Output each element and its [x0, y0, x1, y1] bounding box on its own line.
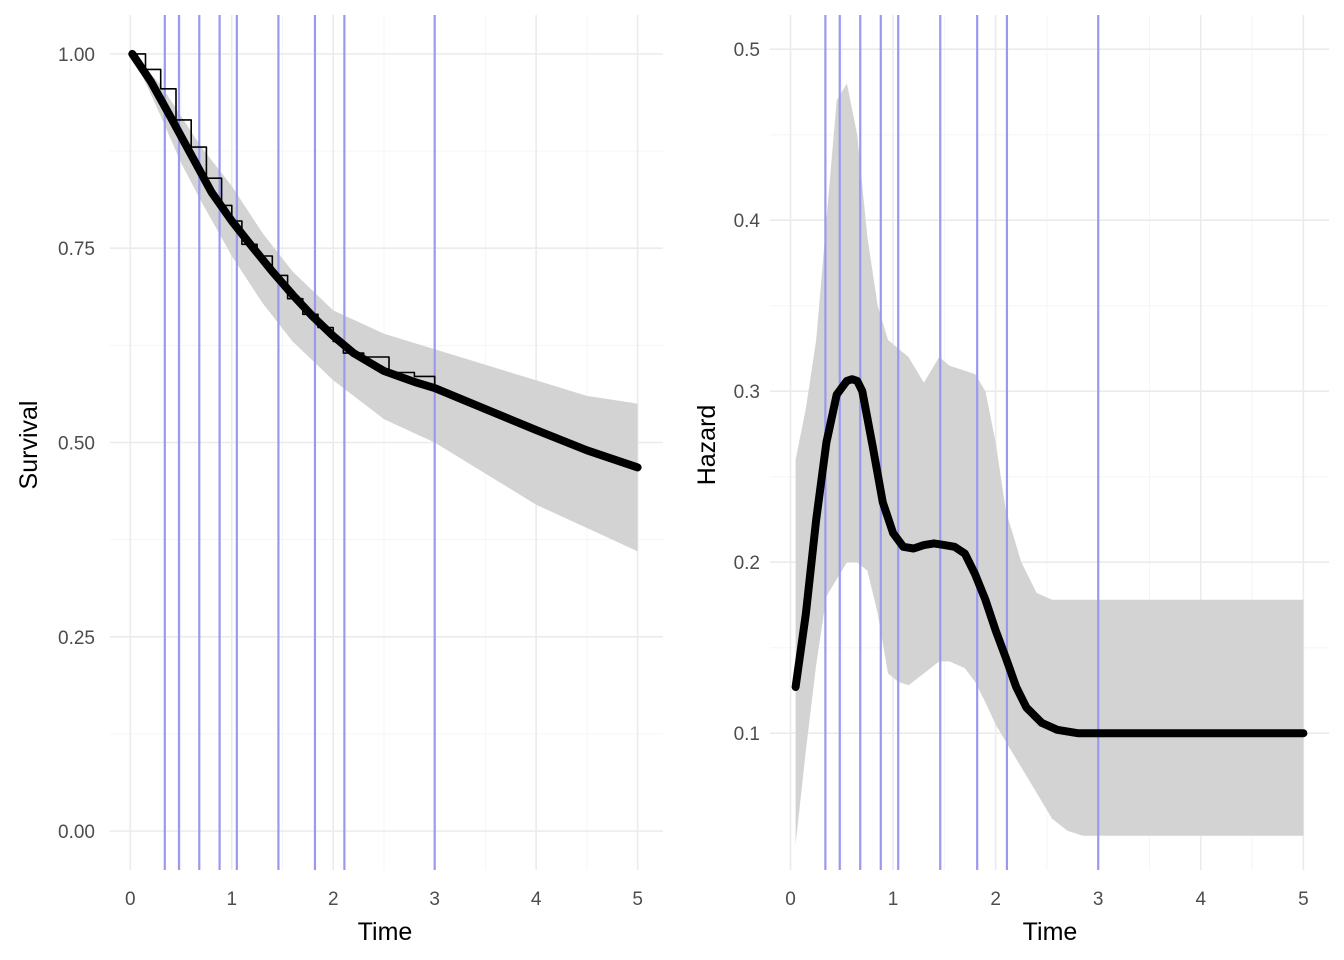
hazard-x-tick-label: 1	[888, 889, 899, 910]
survival-y-tick-label: 0.75	[58, 239, 95, 260]
hazard-confidence-band	[795, 83, 1304, 845]
survival-y-tick-label: 0.00	[58, 822, 95, 843]
survival-confidence-band	[132, 53, 638, 552]
hazard-y-tick-label: 0.5	[734, 40, 760, 61]
hazard-x-tick-label: 5	[1298, 889, 1309, 910]
survival-y-tick-label: 0.50	[58, 434, 95, 455]
survival-x-axis-label: Time	[358, 918, 413, 946]
hazard-y-tick-label: 0.4	[734, 211, 761, 232]
hazard-x-tick-label: 4	[1195, 889, 1206, 910]
hazard-y-tick-label: 0.1	[734, 724, 760, 745]
survival-y-axis-label: Survival	[15, 401, 43, 490]
survival-line-model-survival	[128, 49, 642, 472]
survival-x-tick-label: 2	[328, 889, 339, 910]
hazard-y-axis-label: Hazard	[693, 405, 721, 486]
hazard-x-tick-label: 0	[785, 889, 796, 910]
survival-x-tick-label: 3	[429, 889, 440, 910]
survival-y-tick-label: 1.00	[58, 45, 95, 66]
survival-x-tick-label: 1	[226, 889, 237, 910]
hazard-x-ticks: 0 1 2 3 4 5	[785, 889, 1308, 910]
hazard-band-layer	[795, 83, 1304, 845]
hazard-series-layer	[791, 375, 1308, 738]
hazard-y-tick-label: 0.2	[734, 553, 760, 574]
survival-x-tick-label: 4	[531, 889, 542, 910]
survival-y-ticks: 0.00 0.25 0.50 0.75 1.00	[58, 45, 95, 843]
hazard-line-hazard	[791, 375, 1308, 738]
hazard-x-tick-label: 2	[990, 889, 1001, 910]
hazard-x-axis-label: Time	[1023, 918, 1078, 946]
survival-panel: 0 1 2 3 4 5 0.00 0.25 0.50 0.75 1.00 Time Surviva…	[15, 15, 663, 946]
survival-knot-lines	[163, 15, 436, 870]
survival-x-tick-label: 0	[125, 889, 136, 910]
survival-x-tick-label: 5	[632, 889, 643, 910]
survival-series-layer	[128, 49, 642, 472]
survival-x-ticks: 0 1 2 3 4 5	[125, 889, 643, 910]
survival-line-kaplan-meier	[131, 53, 436, 385]
hazard-y-ticks: 0.1 0.2 0.3 0.4 0.5	[734, 40, 761, 745]
hazard-panel: 0 1 2 3 4 5 0.1 0.2 0.3 0.4 0.5 Time Hazard	[693, 15, 1329, 946]
survival-y-tick-label: 0.25	[58, 628, 95, 649]
survival-band-layer	[132, 53, 638, 552]
hazard-x-tick-label: 3	[1093, 889, 1104, 910]
hazard-y-tick-label: 0.3	[734, 382, 760, 403]
